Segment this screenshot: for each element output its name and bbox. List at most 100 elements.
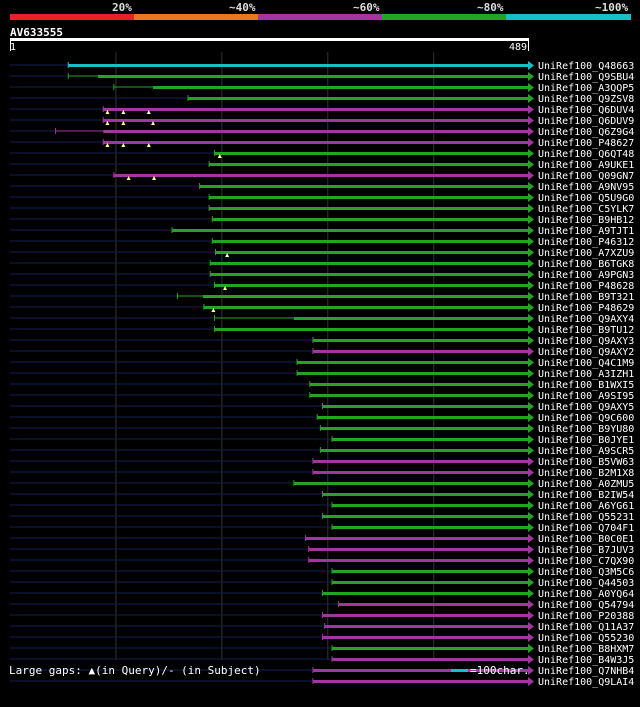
hit-arrow: [528, 600, 534, 609]
hit-arrow: [528, 402, 534, 411]
hit-label: UniRef100_B9YU80: [538, 424, 634, 435]
hit-arrow: [528, 369, 534, 378]
hit-label: UniRef100_Q9ZSV8: [538, 94, 634, 105]
hit-bar: [332, 526, 528, 529]
hit-label: UniRef100_A9TJT1: [538, 226, 634, 237]
hit-arrow: [528, 512, 534, 521]
hit-arrow: [528, 83, 534, 92]
hit-label: UniRef100_P48628: [538, 281, 634, 292]
hit-label: UniRef100_A9NV95: [538, 182, 634, 193]
hit-bar: [322, 493, 528, 496]
query-end-label: 489: [509, 42, 528, 53]
query-end-tick: [528, 41, 529, 51]
hit-label: UniRef100_Q3M5C6: [538, 567, 634, 578]
hit-label: UniRef100_A6YG61: [538, 501, 634, 512]
query-gap-marker: [211, 308, 216, 312]
hit-arrow: [528, 248, 534, 257]
legend-label: ~40%: [229, 1, 256, 14]
hit-arrow: [528, 677, 534, 686]
hit-arrow: [528, 259, 534, 268]
hit-arrow: [528, 226, 534, 235]
query-gap-marker: [151, 121, 156, 125]
query-start-label: 1: [10, 42, 17, 53]
hit-bar: [68, 64, 529, 67]
hit-label: UniRef100_A9SI95: [538, 391, 634, 402]
hit-bar: [322, 405, 528, 408]
hit-label: UniRef100_B4W3J5: [538, 655, 634, 666]
hit-bar: [187, 97, 528, 100]
hit-arrow: [528, 325, 534, 334]
hit-arrow: [528, 380, 534, 389]
hit-bar: [297, 372, 528, 375]
hit-bar: [209, 163, 528, 166]
query-gap-marker: [146, 110, 151, 114]
identity-legend-bar: [10, 14, 631, 20]
hit-arrow: [528, 468, 534, 477]
hit-bar: [103, 119, 528, 122]
query-gap-marker: [121, 143, 126, 147]
legend-segment: [134, 14, 258, 20]
hit-bar: [202, 295, 528, 298]
hit-arrow: [528, 435, 534, 444]
hit-arrow: [528, 61, 534, 70]
hit-arrow: [528, 160, 534, 169]
hit-bar: [308, 548, 528, 551]
hit-label: UniRef100_Q9C600: [538, 413, 634, 424]
hit-arrow: [528, 446, 534, 455]
hit-label: UniRef100_Q11A37: [538, 622, 634, 633]
hit-label: UniRef100_B2M1X8: [538, 468, 634, 479]
hit-bar: [210, 262, 528, 265]
hit-label: UniRef100_Q48663: [538, 61, 634, 72]
hit-arrow: [528, 501, 534, 510]
hit-bar: [332, 647, 528, 650]
hit-label: UniRef100_A7XZU9: [538, 248, 634, 259]
hit-bar: [312, 339, 528, 342]
query-gap-marker: [126, 176, 131, 180]
hit-bar: [332, 438, 528, 441]
hit-arrow: [528, 666, 534, 675]
hit-bar: [312, 471, 528, 474]
hit-label: UniRef100_P48629: [538, 303, 634, 314]
query-gap-marker: [121, 110, 126, 114]
hit-label: UniRef100_B5VW63: [538, 457, 634, 468]
hit-bar: [332, 504, 528, 507]
query-gap-marker: [105, 143, 110, 147]
hit-bar: [322, 515, 528, 518]
hit-arrow: [528, 292, 534, 301]
hit-arrow: [528, 127, 534, 136]
hit-arrow: [528, 644, 534, 653]
hit-bar: [214, 284, 528, 287]
hit-label: UniRef100_Q9SBU4: [538, 72, 634, 83]
hit-bar: [309, 383, 528, 386]
hit-label: UniRef100_P48627: [538, 138, 634, 149]
hit-label: UniRef100_Q09GN7: [538, 171, 634, 182]
hit-arrow: [528, 149, 534, 158]
hit-label: UniRef100_A3QQP5: [538, 83, 634, 94]
legend-segment: [10, 14, 134, 20]
hit-arrow: [528, 336, 534, 345]
hit-bar: [320, 427, 528, 430]
hit-bar: [338, 603, 528, 606]
hit-label: UniRef100_Q6DUV9: [538, 116, 634, 127]
footer-gaps-legend: Large gaps: ▲(in Query)/- (in Subject): [9, 664, 261, 677]
hit-label: UniRef100_A9PGN3: [538, 270, 634, 281]
hit-label: UniRef100_B9HB12: [538, 215, 634, 226]
hit-arrow: [528, 94, 534, 103]
legend-segment: [382, 14, 506, 20]
hit-bar: [97, 75, 528, 78]
hit-arrow: [528, 567, 534, 576]
hit-label: UniRef100_Q4C1M9: [538, 358, 634, 369]
query-gap-marker: [217, 154, 222, 158]
hit-label: UniRef100_A9SCR5: [538, 446, 634, 457]
hit-arrow: [528, 215, 534, 224]
hit-label: UniRef100_P46312: [538, 237, 634, 248]
query-start-tick: [10, 41, 11, 51]
hit-bar: [332, 658, 528, 661]
hit-arrow: [528, 589, 534, 598]
legend-label: 20%: [112, 1, 132, 14]
hit-bar: [103, 130, 528, 133]
hit-label: UniRef100_B9TU12: [538, 325, 634, 336]
hit-label: UniRef100_Q704F1: [538, 523, 634, 534]
hit-arrow: [528, 314, 534, 323]
legend-label: ~80%: [477, 1, 504, 14]
